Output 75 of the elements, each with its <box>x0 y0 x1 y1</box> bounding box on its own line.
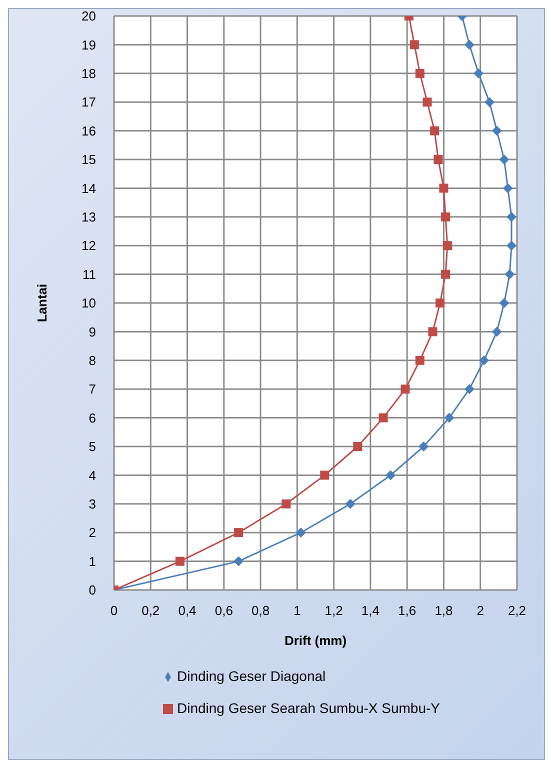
point <box>499 298 510 308</box>
point <box>479 355 490 366</box>
x-tick-label: 2 <box>476 603 484 618</box>
y-tick-label: 1 <box>88 554 96 569</box>
point <box>418 442 429 452</box>
y-tick-label: 7 <box>88 382 96 397</box>
y-tick-label: 11 <box>82 266 96 282</box>
point <box>444 412 454 423</box>
point <box>428 327 438 336</box>
point <box>296 528 306 538</box>
x-tick-label: 0,4 <box>178 603 196 618</box>
point <box>441 270 450 279</box>
y-tick-label: 12 <box>82 238 96 254</box>
y-tick-label: 19 <box>82 37 96 52</box>
x-axis-title: Drift (mm) <box>284 633 347 648</box>
point <box>400 384 410 394</box>
point <box>345 498 356 509</box>
x-tick-label: 2,2 <box>508 603 526 618</box>
point <box>422 98 432 107</box>
point <box>499 154 510 164</box>
point <box>415 68 424 78</box>
y-tick-label: 20 <box>82 8 96 24</box>
x-tick-label: 1,6 <box>398 603 416 618</box>
x-tick-label: 1,4 <box>361 603 380 618</box>
y-tick-label: 10 <box>82 296 96 311</box>
y-tick-label: 6 <box>88 410 96 426</box>
point <box>506 240 517 251</box>
x-tick-label: 0,8 <box>252 603 270 618</box>
legend-label: Dinding Geser Diagonal <box>176 668 326 684</box>
point <box>353 442 362 451</box>
x-tick-label: 0 <box>110 603 118 618</box>
point <box>474 68 484 78</box>
point <box>506 212 517 222</box>
point <box>410 40 419 50</box>
point <box>504 269 515 280</box>
point <box>430 126 440 136</box>
point <box>320 470 330 480</box>
y-tick-label: 13 <box>82 210 96 225</box>
y-tick-label: 3 <box>88 496 96 512</box>
x-tick-label: 1,8 <box>434 603 453 618</box>
legend-label: Dinding Geser Searah Sumbu-X Sumbu-Y <box>176 700 440 716</box>
y-tick-label: 15 <box>82 152 96 168</box>
y-axis-title: Lantai <box>34 284 50 322</box>
point <box>175 556 184 566</box>
point <box>434 155 443 164</box>
x-tick-label: 0,6 <box>214 603 233 618</box>
point <box>441 212 450 222</box>
point <box>484 97 495 108</box>
y-tick-label: 14 <box>82 180 96 196</box>
point <box>502 183 513 194</box>
point <box>439 184 448 193</box>
y-tick-label: 17 <box>82 94 96 110</box>
y-tick-label: 4 <box>88 468 96 483</box>
point <box>492 126 502 136</box>
point <box>234 556 244 566</box>
point <box>464 40 474 50</box>
point <box>464 384 474 394</box>
y-tick-label: 16 <box>82 123 96 138</box>
point <box>282 499 291 508</box>
y-tick-label: 9 <box>88 324 96 340</box>
point <box>386 470 396 480</box>
point <box>234 528 244 538</box>
x-tick-label: 1,2 <box>324 603 343 618</box>
y-tick-label: 0 <box>88 582 96 598</box>
point <box>492 326 502 337</box>
y-tick-label: 2 <box>88 525 96 540</box>
y-tick-label: 18 <box>82 66 96 82</box>
point <box>415 356 424 365</box>
x-tick-label: 1 <box>294 603 301 618</box>
point <box>436 298 445 308</box>
point <box>378 413 388 422</box>
y-tick-label: 8 <box>88 353 96 368</box>
x-tick-label: 0,2 <box>142 603 160 618</box>
y-tick-label: 5 <box>88 439 96 454</box>
point <box>442 241 452 250</box>
